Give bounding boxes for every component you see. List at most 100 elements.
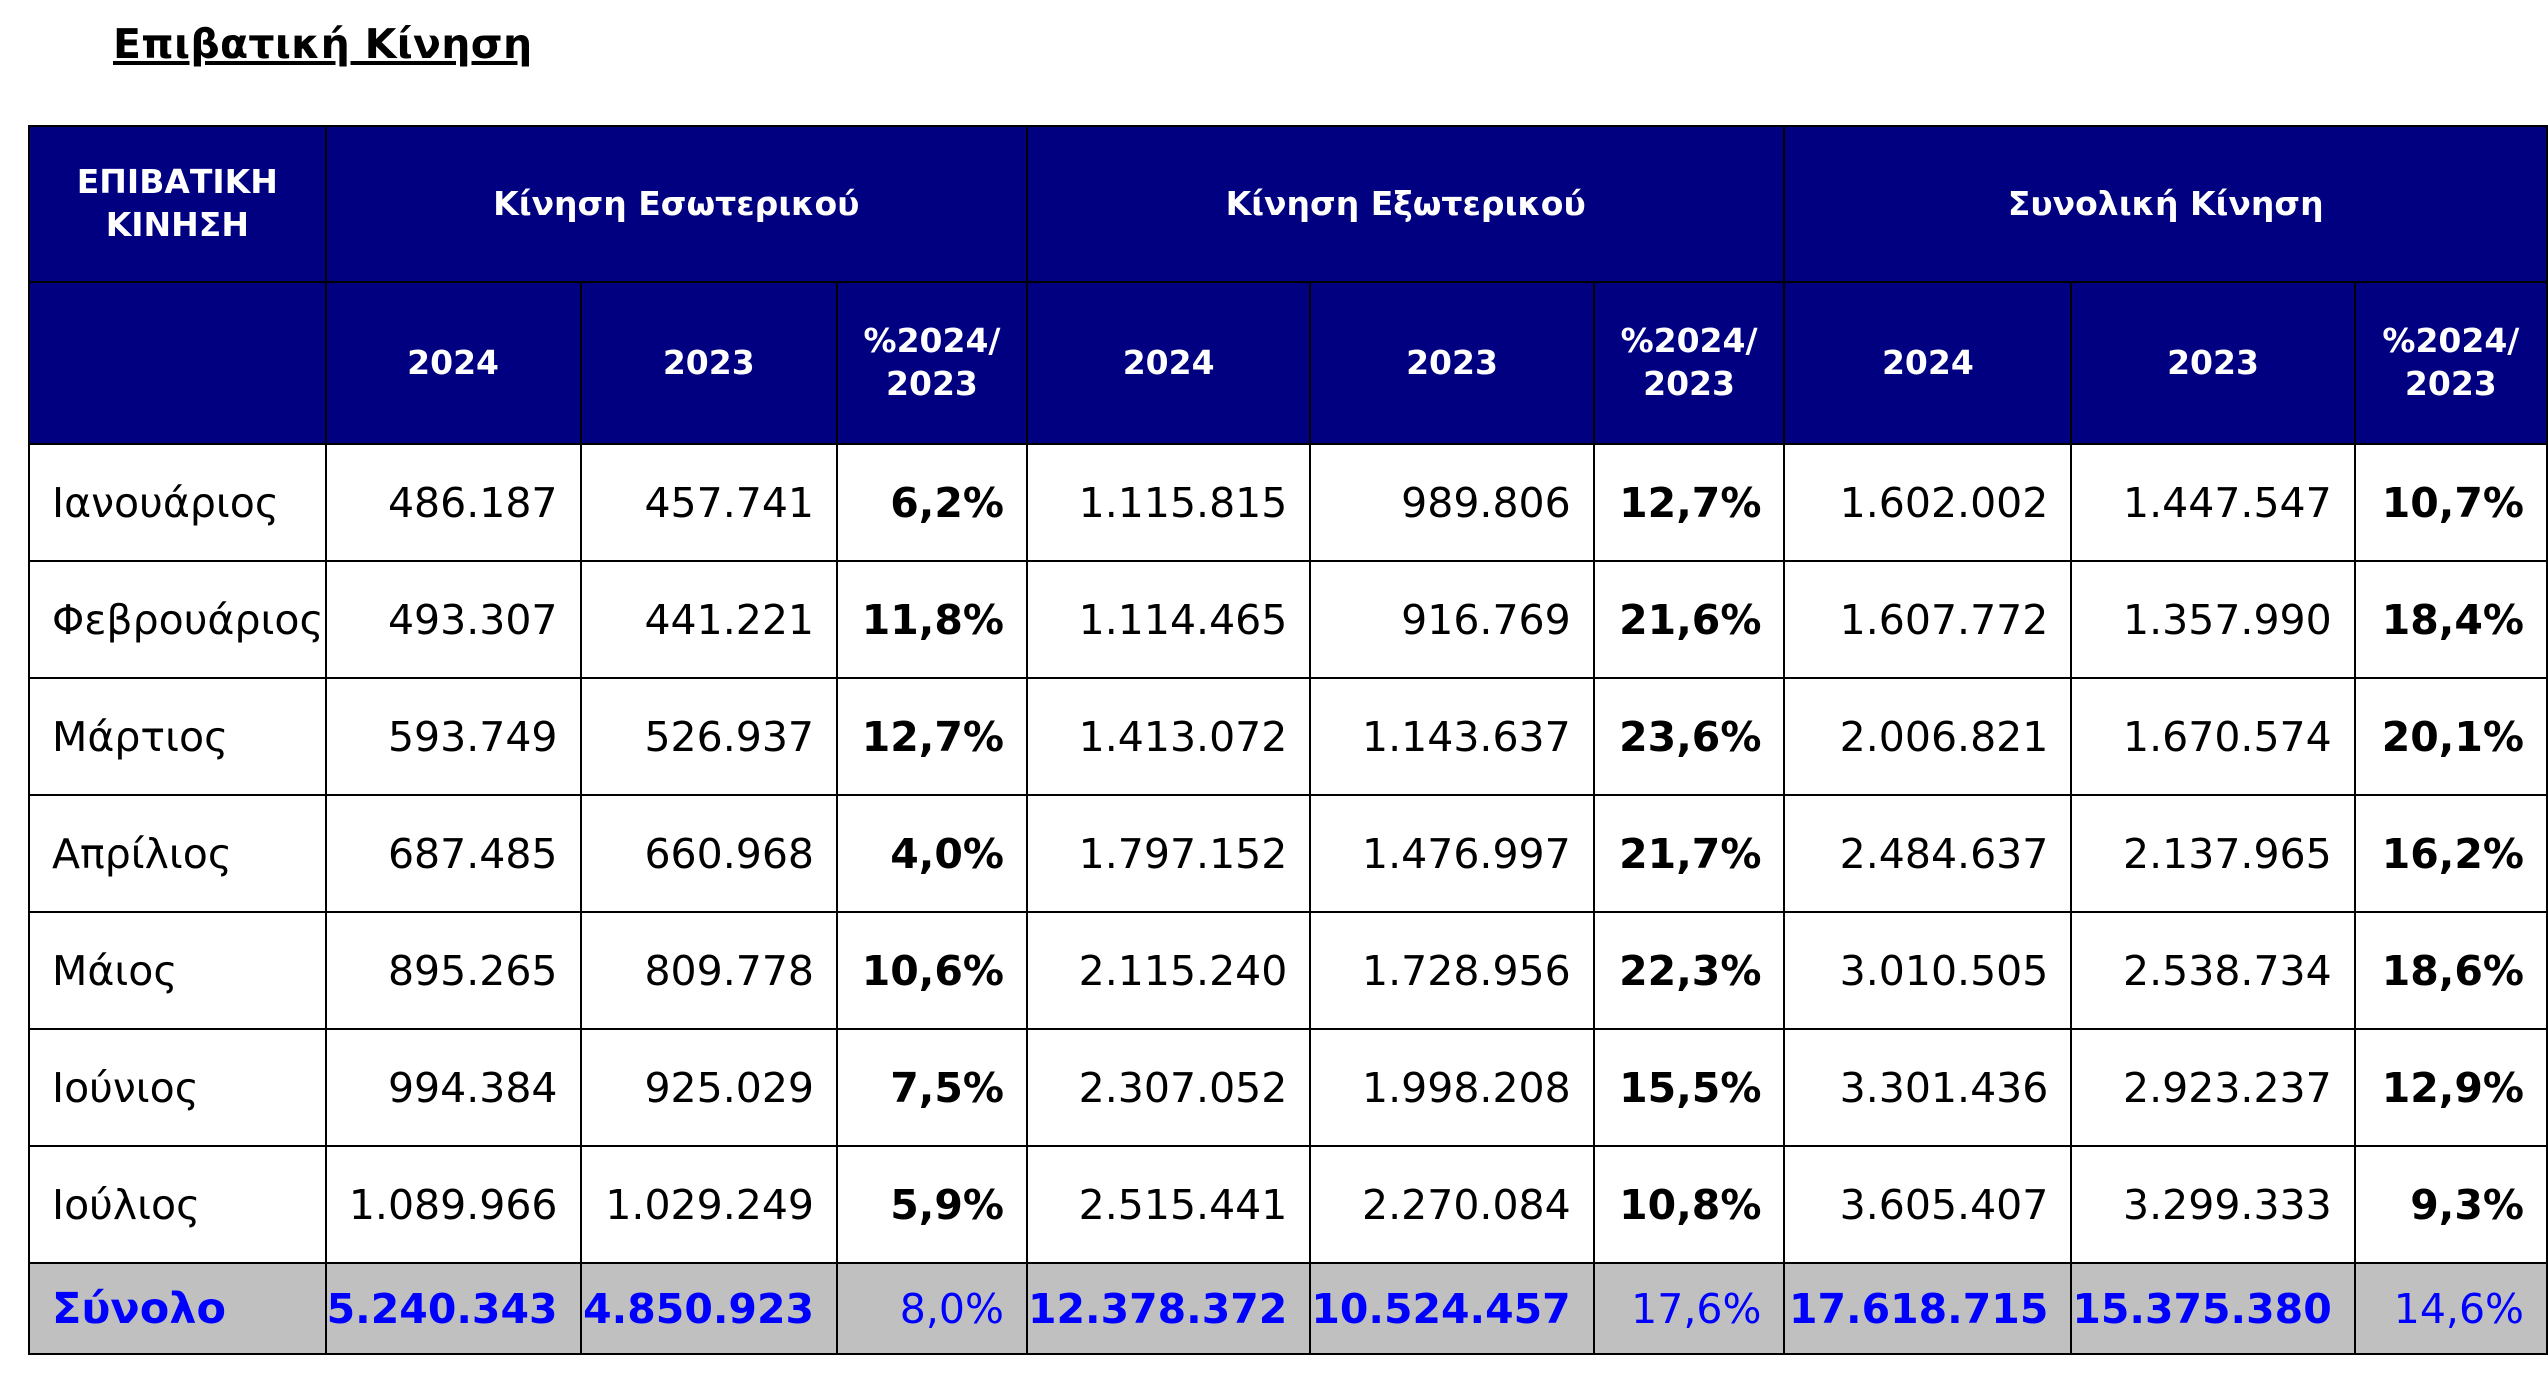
total-label: Σύνολο (28, 1262, 327, 1355)
value-cell: 916.769 (1309, 560, 1595, 679)
total-pct-cell: 14,6% (2353, 1262, 2548, 1355)
total-value-cell: 17.618.715 (1783, 1262, 2073, 1355)
pct-cell: 21,7% (1592, 794, 1786, 913)
pct-cell: 10,8% (1592, 1145, 1786, 1264)
subheader-domestic-2024: 2024 (324, 281, 582, 445)
month-cell: Φεβρουάριος (28, 560, 327, 679)
total-value-cell: 4.850.923 (579, 1262, 839, 1355)
pct-cell: 16,2% (2353, 794, 2548, 913)
value-cell: 989.806 (1309, 443, 1595, 562)
table-row: Μάιος 895.265 809.778 10,6% 2.115.240 1.… (28, 911, 2548, 1030)
passenger-traffic-table: ΕΠΙΒΑΤΙΚΗ ΚΙΝΗΣΗ Κίνηση Εσωτερικού Κίνησ… (28, 125, 2548, 1355)
pct-cell: 22,3% (1592, 911, 1786, 1030)
value-cell: 3.605.407 (1783, 1145, 2073, 1264)
pct-cell: 12,9% (2353, 1028, 2548, 1147)
pct-cell: 4,0% (836, 794, 1028, 913)
month-cell: Μάιος (28, 911, 327, 1030)
pct-cell: 7,5% (836, 1028, 1028, 1147)
value-cell: 1.728.956 (1309, 911, 1595, 1030)
value-cell: 2.538.734 (2070, 911, 2356, 1030)
value-cell: 809.778 (579, 911, 839, 1030)
value-cell: 457.741 (579, 443, 839, 562)
value-cell: 493.307 (324, 560, 582, 679)
pct-cell: 5,9% (836, 1145, 1028, 1264)
value-cell: 1.089.966 (324, 1145, 582, 1264)
value-cell: 526.937 (579, 677, 839, 796)
subheader-domestic-pct: %2024/ 2023 (836, 281, 1028, 445)
corner-header: ΕΠΙΒΑΤΙΚΗ ΚΙΝΗΣΗ (28, 125, 327, 283)
month-cell: Ιούλιος (28, 1145, 327, 1264)
month-cell: Μάρτιος (28, 677, 327, 796)
page-title: Επιβατική Κίνηση (113, 20, 533, 68)
pct-cell: 20,1% (2353, 677, 2548, 796)
subheader-domestic-2023: 2023 (579, 281, 839, 445)
group-header-international: Κίνηση Εξωτερικού (1025, 125, 1786, 283)
value-cell: 1.607.772 (1783, 560, 2073, 679)
value-cell: 1.029.249 (579, 1145, 839, 1264)
month-cell: Απρίλιος (28, 794, 327, 913)
pct-cell: 10,7% (2353, 443, 2548, 562)
value-cell: 2.006.821 (1783, 677, 2073, 796)
value-cell: 1.413.072 (1025, 677, 1312, 796)
value-cell: 687.485 (324, 794, 582, 913)
value-cell: 1.797.152 (1025, 794, 1312, 913)
pct-cell: 9,3% (2353, 1145, 2548, 1264)
pct-cell: 12,7% (836, 677, 1028, 796)
value-cell: 1.143.637 (1309, 677, 1595, 796)
total-value-cell: 15.375.380 (2070, 1262, 2356, 1355)
value-cell: 1.447.547 (2070, 443, 2356, 562)
group-header-domestic: Κίνηση Εσωτερικού (324, 125, 1028, 283)
value-cell: 1.114.465 (1025, 560, 1312, 679)
total-pct-cell: 8,0% (836, 1262, 1028, 1355)
value-cell: 3.301.436 (1783, 1028, 2073, 1147)
pct-cell: 6,2% (836, 443, 1028, 562)
subheader-total-pct: %2024/ 2023 (2353, 281, 2548, 445)
pct-cell: 18,4% (2353, 560, 2548, 679)
total-value-cell: 10.524.457 (1309, 1262, 1595, 1355)
subheader-international-2023: 2023 (1309, 281, 1595, 445)
total-pct-cell: 17,6% (1592, 1262, 1786, 1355)
value-cell: 1.357.990 (2070, 560, 2356, 679)
pct-cell: 18,6% (2353, 911, 2548, 1030)
value-cell: 1.115.815 (1025, 443, 1312, 562)
value-cell: 3.299.333 (2070, 1145, 2356, 1264)
value-cell: 1.670.574 (2070, 677, 2356, 796)
value-cell: 1.476.997 (1309, 794, 1595, 913)
value-cell: 2.115.240 (1025, 911, 1312, 1030)
value-cell: 2.515.441 (1025, 1145, 1312, 1264)
empty-subheader (28, 281, 327, 445)
month-cell: Ιούνιος (28, 1028, 327, 1147)
subheader-total-2024: 2024 (1783, 281, 2073, 445)
subheader-total-2023: 2023 (2070, 281, 2356, 445)
value-cell: 2.484.637 (1783, 794, 2073, 913)
value-cell: 441.221 (579, 560, 839, 679)
pct-cell: 12,7% (1592, 443, 1786, 562)
month-cell: Ιανουάριος (28, 443, 327, 562)
pct-cell: 11,8% (836, 560, 1028, 679)
table-row: Απρίλιος 687.485 660.968 4,0% 1.797.152 … (28, 794, 2548, 913)
value-cell: 2.137.965 (2070, 794, 2356, 913)
total-value-cell: 12.378.372 (1025, 1262, 1312, 1355)
table-row: Φεβρουάριος 493.307 441.221 11,8% 1.114.… (28, 560, 2548, 679)
pct-cell: 15,5% (1592, 1028, 1786, 1147)
value-cell: 2.307.052 (1025, 1028, 1312, 1147)
value-cell: 1.602.002 (1783, 443, 2073, 562)
value-cell: 2.270.084 (1309, 1145, 1595, 1264)
value-cell: 895.265 (324, 911, 582, 1030)
table-row: Ιούλιος 1.089.966 1.029.249 5,9% 2.515.4… (28, 1145, 2548, 1264)
value-cell: 925.029 (579, 1028, 839, 1147)
total-value-cell: 5.240.343 (324, 1262, 582, 1355)
table-row: Ιανουάριος 486.187 457.741 6,2% 1.115.81… (28, 443, 2548, 562)
value-cell: 3.010.505 (1783, 911, 2073, 1030)
group-header-total: Συνολική Κίνηση (1783, 125, 2548, 283)
pct-cell: 10,6% (836, 911, 1028, 1030)
subheader-international-pct: %2024/ 2023 (1592, 281, 1786, 445)
value-cell: 593.749 (324, 677, 582, 796)
pct-cell: 23,6% (1592, 677, 1786, 796)
value-cell: 660.968 (579, 794, 839, 913)
table-row: Μάρτιος 593.749 526.937 12,7% 1.413.072 … (28, 677, 2548, 796)
value-cell: 994.384 (324, 1028, 582, 1147)
value-cell: 1.998.208 (1309, 1028, 1595, 1147)
pct-cell: 21,6% (1592, 560, 1786, 679)
value-cell: 2.923.237 (2070, 1028, 2356, 1147)
